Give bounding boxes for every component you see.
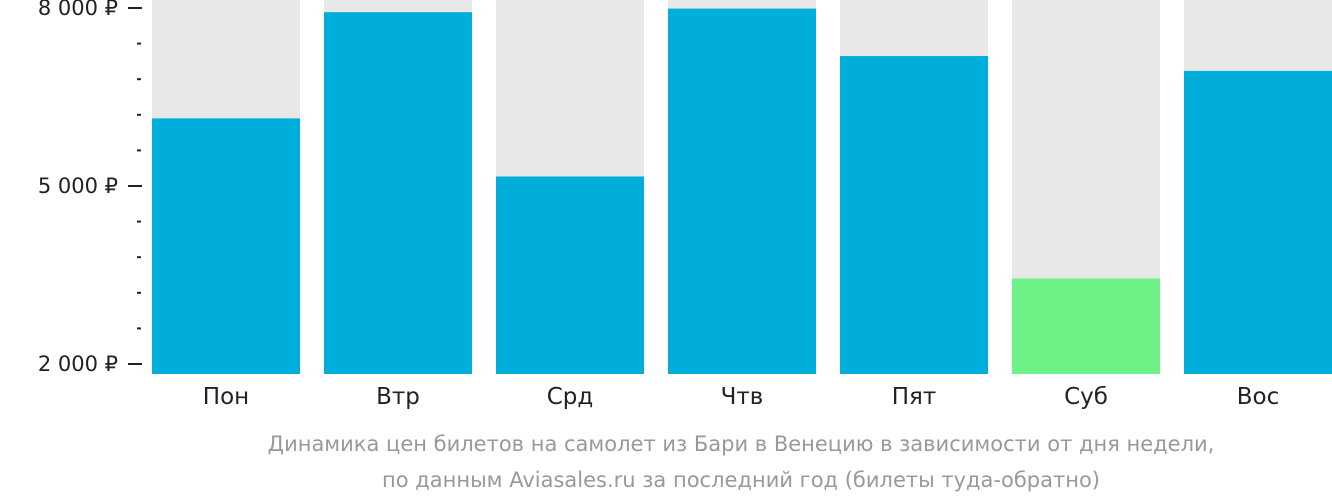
x-tick-label: Пон (203, 384, 249, 410)
x-tick-label: Срд (547, 384, 594, 410)
x-tick-label: Вос (1237, 384, 1280, 410)
bar (668, 8, 816, 375)
bar (1012, 278, 1160, 374)
y-tick-label: 8 000 ₽ (38, 0, 118, 20)
chart-caption-line-2: по данным Aviasales.ru за последний год … (382, 468, 1100, 492)
chart-caption-line-1: Динамика цен билетов на самолет из Бари … (267, 432, 1215, 456)
y-tick-label: 2 000 ₽ (38, 352, 118, 376)
bar (1184, 70, 1332, 374)
y-tick-label: 5 000 ₽ (38, 174, 118, 198)
x-tick-label: Чтв (721, 384, 764, 410)
x-tick-label: Суб (1064, 384, 1108, 410)
bar (324, 12, 472, 375)
bar (152, 118, 300, 374)
bar (840, 56, 988, 375)
x-tick-label: Пят (892, 384, 937, 410)
x-tick-label: Втр (376, 384, 420, 410)
bar (496, 176, 644, 374)
